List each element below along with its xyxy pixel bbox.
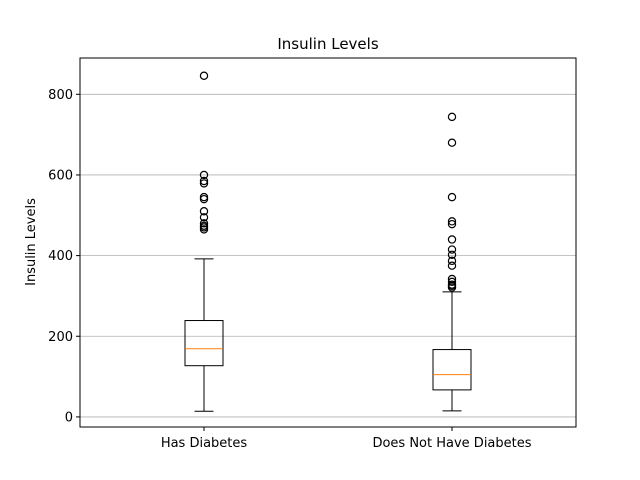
outlier-point — [199, 179, 209, 188]
outlier-point — [199, 207, 209, 216]
outlier-point — [447, 250, 457, 259]
iqr-box — [184, 320, 224, 367]
outlier-point — [447, 280, 457, 289]
y-tick-label: 600 — [48, 168, 73, 183]
outlier-point — [199, 170, 209, 180]
outlier-point — [447, 277, 457, 287]
y-tick-label: 400 — [48, 249, 73, 264]
outlier-point — [199, 176, 209, 186]
y-tick-label: 200 — [48, 330, 73, 345]
iqr-box — [432, 349, 472, 391]
y-tick-label: 0 — [65, 410, 73, 425]
outlier-point — [447, 261, 457, 270]
outlier-point — [447, 112, 457, 122]
outlier-point — [447, 235, 457, 244]
chart-title: Insulin Levels — [277, 35, 378, 53]
outlier-point — [447, 217, 457, 226]
outlier-point — [447, 219, 457, 229]
outlier-point — [447, 256, 457, 266]
x-tick-label: Does Not Have Diabetes — [372, 436, 531, 451]
x-tick-label: Has Diabetes — [161, 436, 248, 451]
outlier-point — [447, 192, 457, 202]
outlier-point — [199, 221, 209, 230]
outlier-point — [199, 219, 209, 228]
outlier-point — [447, 245, 457, 254]
outlier-point — [447, 138, 457, 147]
outlier-point — [199, 192, 209, 202]
axes-frame — [79, 57, 577, 428]
outlier-point — [199, 213, 209, 222]
plot-area: 0 200 400 600 800 Has Diabetes Does Not Have D… — [48, 57, 577, 451]
y-tick-label: 800 — [48, 88, 73, 103]
outlier-point — [447, 274, 457, 284]
outlier-point — [199, 71, 209, 80]
y-axis-label: Insulin Levels — [24, 198, 39, 286]
